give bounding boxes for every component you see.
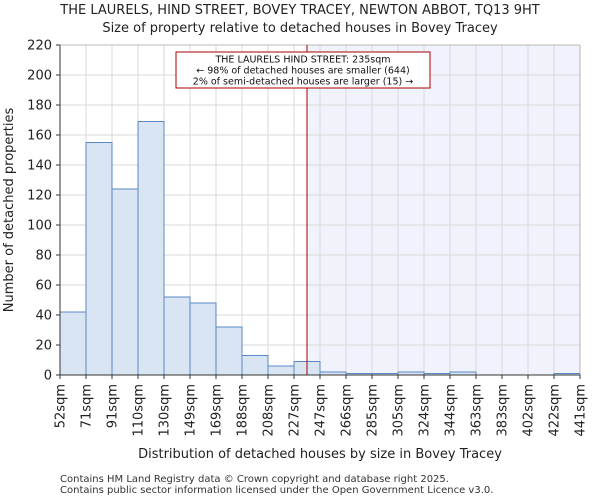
chart-title: THE LAURELS, HIND STREET, BOVEY TRACEY, … [60,3,540,18]
x-tick-label: 149sqm [184,384,199,437]
y-tick-label: 140 [27,159,52,174]
x-axis-label: Distribution of detached houses by size … [138,447,502,462]
histogram-bar [137,121,165,376]
x-tick-label: 130sqm [158,384,173,437]
annotation-box [175,51,431,89]
x-tick-label: 441sqm [574,384,589,437]
histogram-bar [85,142,113,376]
x-tick-label: 71sqm [80,384,95,428]
footer-line-2: Contains public sector information licen… [60,485,494,496]
histogram-bar [59,311,87,376]
x-tick-label: 188sqm [236,384,251,437]
x-tick-label: 208sqm [262,384,277,437]
y-tick-label: 60 [35,279,52,294]
y-tick-label: 80 [35,249,52,264]
x-tick-label: 247sqm [314,384,329,437]
histogram-bar [189,302,217,376]
x-tick-label: 52sqm [54,384,69,428]
x-tick-label: 91sqm [106,384,121,428]
x-tick-label: 344sqm [444,384,459,437]
x-tick-label: 324sqm [418,384,433,437]
x-tick-label: 422sqm [548,384,563,437]
y-tick-label: 20 [35,339,52,354]
y-tick-label: 100 [27,219,52,234]
y-tick-label: 0 [44,369,52,384]
histogram-bar [215,326,243,376]
x-tick-label: 305sqm [392,384,407,437]
histogram-bar [163,296,191,376]
highlight-region [307,45,580,375]
x-tick-label: 383sqm [496,384,511,437]
annotation-line: THE LAURELS HIND STREET: 235sqm [214,55,390,66]
x-tick-label: 227sqm [288,384,303,437]
y-tick-label: 120 [27,189,52,204]
histogram-bar [111,188,139,376]
x-tick-label: 266sqm [340,384,355,437]
histogram-bar [267,365,295,376]
y-tick-label: 200 [27,69,52,84]
annotation-line: 2% of semi-detached houses are larger (1… [193,77,413,88]
histogram-bar [241,355,269,376]
y-tick-label: 220 [27,39,52,54]
y-axis-label: Number of detached properties [2,108,17,313]
x-tick-label: 110sqm [132,384,147,437]
chart-subtitle: Size of property relative to detached ho… [102,21,498,36]
annotation-line: ← 98% of detached houses are smaller (64… [196,66,409,77]
x-tick-label: 285sqm [366,384,381,437]
y-tick-label: 180 [27,99,52,114]
y-tick-label: 40 [35,309,52,324]
footer-line-1: Contains HM Land Registry data © Crown c… [60,474,449,485]
x-tick-label: 363sqm [470,384,485,437]
y-tick-label: 160 [27,129,52,144]
x-tick-label: 402sqm [522,384,537,437]
x-tick-label: 169sqm [210,384,225,437]
